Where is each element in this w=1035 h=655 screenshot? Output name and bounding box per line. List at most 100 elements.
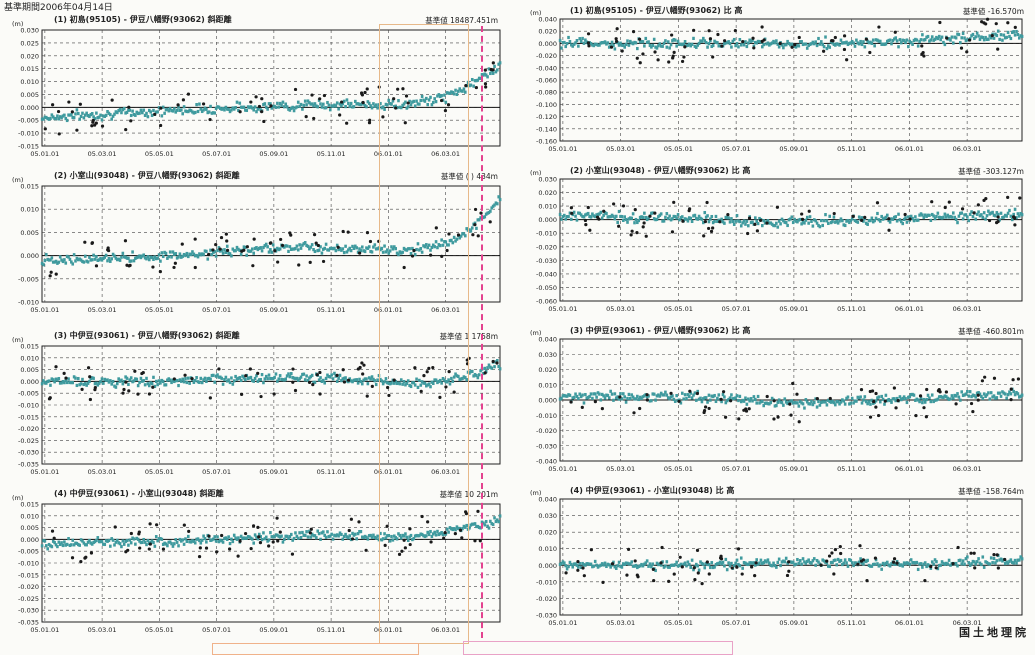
data-point — [152, 375, 155, 379]
outlier-point — [868, 50, 872, 55]
data-point — [742, 43, 746, 47]
data-point — [438, 244, 442, 248]
data-point — [267, 538, 271, 542]
data-point — [871, 401, 875, 405]
data-point — [377, 373, 381, 378]
data-point — [721, 220, 725, 224]
data-point — [231, 382, 235, 386]
data-point — [964, 213, 968, 217]
data-point — [486, 211, 489, 215]
data-point — [652, 37, 656, 41]
outlier-point — [440, 254, 444, 258]
outlier-point — [863, 215, 867, 219]
data-point — [134, 256, 137, 260]
outlier-point — [346, 378, 351, 382]
data-point — [579, 213, 583, 217]
data-point — [212, 537, 215, 541]
x-tick-label: 05.07.01 — [202, 150, 231, 158]
x-tick-label: 06.01.01 — [895, 145, 924, 153]
outlier-point — [741, 40, 745, 44]
data-point — [448, 91, 452, 95]
data-point — [113, 543, 116, 547]
data-point — [199, 253, 203, 257]
data-point — [395, 537, 399, 541]
data-point — [489, 71, 492, 76]
data-point — [363, 534, 367, 539]
data-point — [961, 559, 965, 563]
data-point — [278, 535, 282, 539]
data-point — [372, 533, 375, 537]
data-point — [605, 211, 608, 216]
data-point — [860, 42, 864, 47]
data-point — [923, 561, 927, 565]
data-point — [135, 110, 139, 114]
data-point — [633, 221, 636, 225]
data-point — [139, 255, 143, 260]
data-point — [571, 396, 575, 400]
data-point — [296, 378, 300, 382]
y-axis-unit: (m) — [530, 169, 541, 177]
data-point — [175, 379, 179, 383]
outlier-point — [642, 221, 646, 225]
y-tick-label: -0.010 — [18, 299, 39, 307]
data-point — [110, 257, 114, 261]
data-point — [223, 248, 226, 252]
data-point — [581, 36, 584, 41]
data-point — [324, 535, 328, 539]
data-point — [381, 382, 385, 386]
data-point — [963, 562, 966, 566]
data-point — [1013, 207, 1017, 211]
data-point — [173, 542, 176, 546]
data-point — [328, 375, 332, 379]
data-point — [440, 531, 443, 535]
data-point — [341, 377, 345, 381]
data-point — [614, 396, 618, 400]
data-point — [751, 561, 754, 565]
data-point — [617, 209, 621, 214]
data-point — [982, 211, 986, 215]
data-point — [320, 379, 324, 384]
data-point — [367, 245, 371, 249]
data-point — [645, 559, 649, 563]
data-point — [49, 258, 52, 262]
outlier-point — [361, 100, 365, 105]
data-point — [493, 203, 496, 207]
outlier-point — [215, 550, 219, 554]
data-point — [600, 216, 604, 220]
data-point — [959, 398, 962, 402]
data-point — [356, 102, 360, 106]
data-point — [131, 536, 134, 540]
data-point — [380, 379, 384, 383]
data-point — [188, 252, 191, 256]
data-point — [738, 219, 742, 224]
x-tick-label: 05.05.01 — [664, 619, 693, 627]
data-point — [970, 562, 973, 566]
data-point — [180, 379, 183, 383]
data-point — [394, 379, 397, 384]
data-point — [901, 38, 905, 42]
outlier-point — [569, 400, 573, 404]
baseline-value: 基準値 -16.570m — [962, 7, 1024, 16]
data-point — [658, 42, 662, 46]
data-point — [659, 563, 663, 567]
data-point — [276, 379, 279, 383]
data-point — [178, 378, 182, 382]
data-point — [53, 541, 56, 545]
data-point — [843, 558, 847, 562]
data-point — [651, 562, 655, 566]
data-point — [458, 236, 462, 240]
outlier-point — [360, 361, 364, 365]
data-point — [1009, 214, 1013, 218]
outlier-point — [444, 385, 448, 389]
data-point — [401, 103, 404, 108]
data-point — [427, 243, 431, 247]
data-point — [869, 40, 872, 44]
data-point — [704, 561, 708, 566]
data-point — [909, 41, 913, 45]
data-point — [104, 253, 108, 257]
data-point — [276, 533, 279, 537]
data-point — [447, 378, 450, 382]
data-point — [278, 101, 282, 106]
outlier-point — [262, 119, 266, 124]
outlier-point — [172, 265, 176, 270]
